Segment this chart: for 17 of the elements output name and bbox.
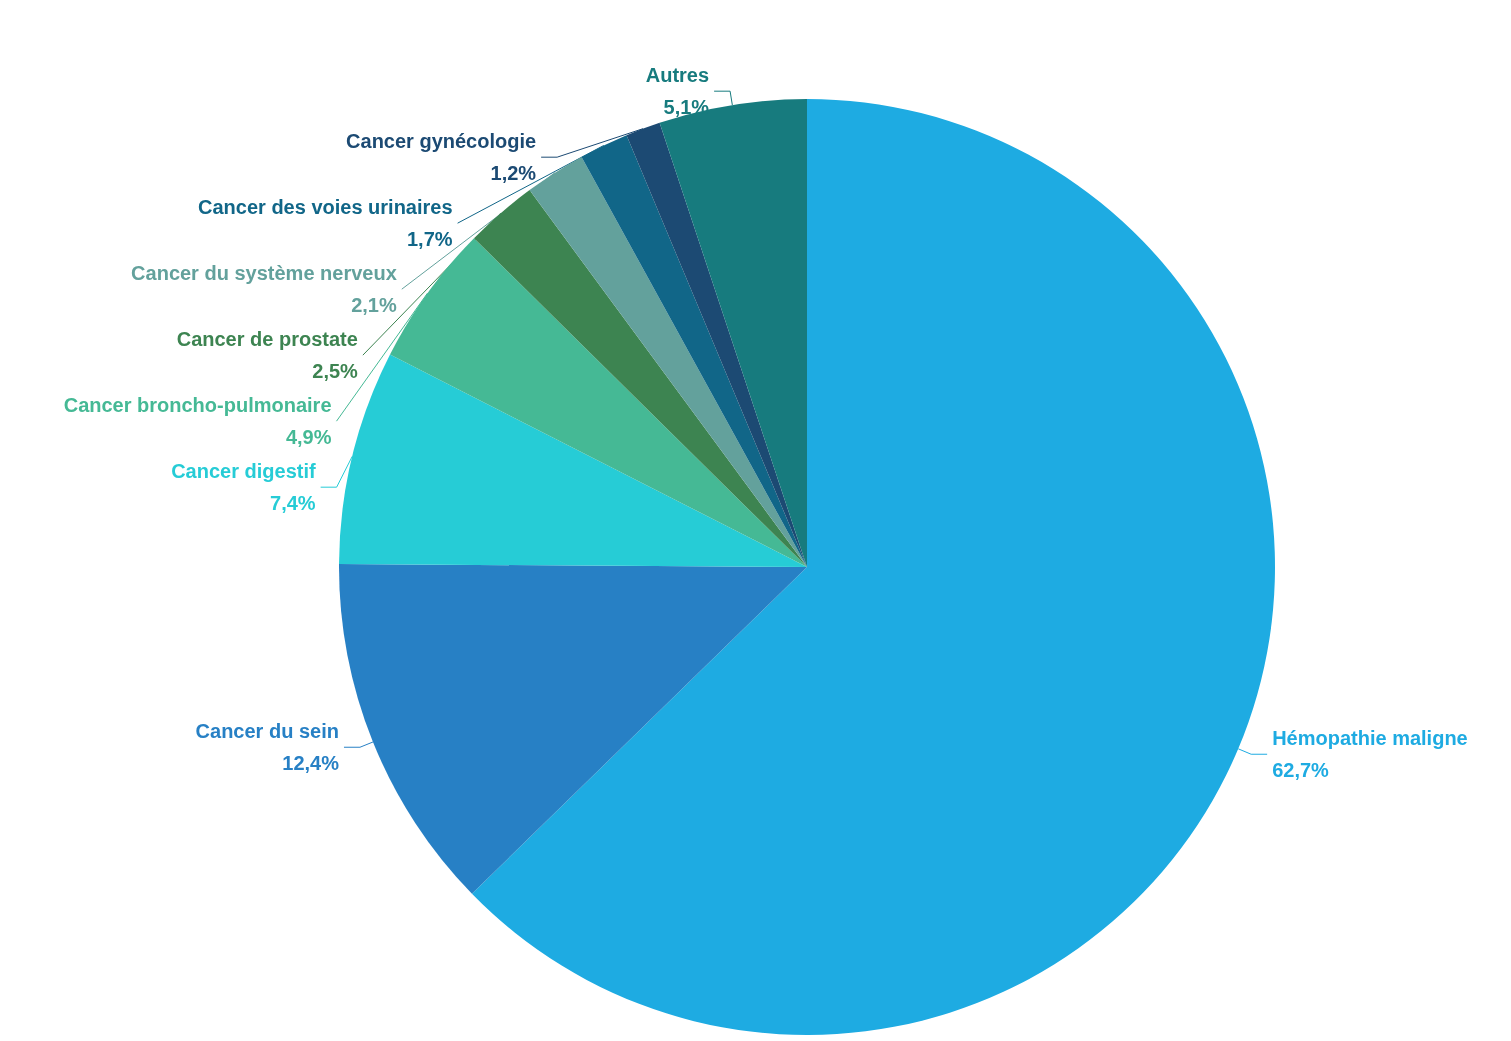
slice-label: Cancer de prostate	[176, 328, 358, 351]
data-label: 2,1%	[351, 294, 397, 317]
slice-label: Cancer digestif	[171, 460, 316, 483]
data-label: 2,5%	[312, 360, 359, 383]
data-label: 12,4%	[282, 752, 340, 775]
slice-label: Cancer du système nerveux	[131, 262, 397, 285]
slice-label: Cancer gynécologie	[346, 130, 537, 153]
data-label: 62,7%	[1272, 759, 1330, 782]
slice-label: Cancer broncho-pulmonaire	[63, 394, 332, 417]
data-label: 7,4%	[270, 492, 316, 515]
slice-label: Cancer des voies urinaires	[198, 196, 453, 219]
slice-label: Cancer du sein	[195, 720, 339, 743]
data-label: 4,9%	[285, 426, 332, 449]
data-label: 1,7%	[407, 228, 453, 251]
slice-label: Autres	[645, 64, 710, 87]
data-label: 1,2%	[490, 162, 537, 185]
slice-label: Hémopathie maligne	[1272, 727, 1468, 750]
